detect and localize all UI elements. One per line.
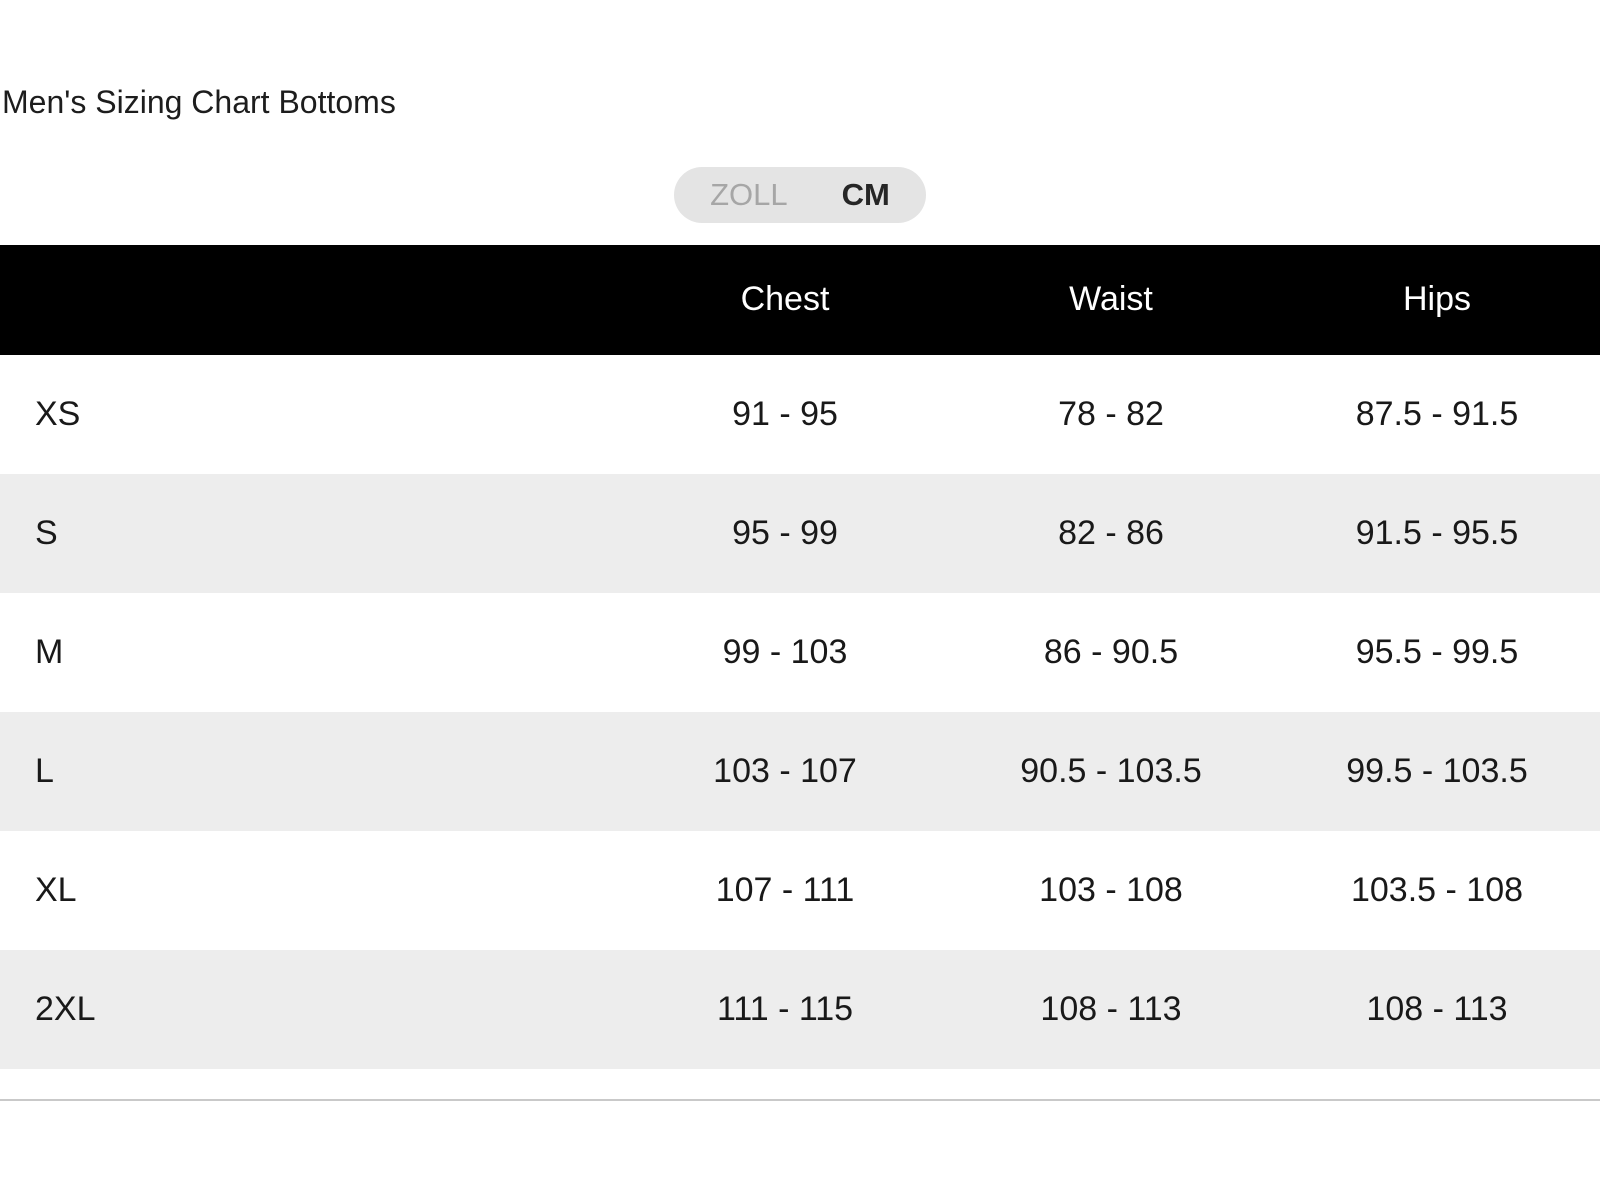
column-header-waist: Waist — [1069, 280, 1153, 319]
size-cell: L — [35, 751, 54, 790]
table-row: 2XL 111 - 115 108 - 113 108 - 113 — [0, 949, 1600, 1069]
unit-toggle[interactable]: ZOLL CM — [674, 166, 926, 223]
column-header-size — [0, 245, 622, 355]
waist-cell: 108 - 113 — [1040, 989, 1182, 1028]
chest-cell: 95 - 99 — [732, 513, 838, 552]
chest-cell: 111 - 115 — [716, 989, 854, 1028]
hips-cell: 95.5 - 99.5 — [1355, 632, 1519, 671]
waist-cell: 82 - 86 — [1058, 513, 1164, 552]
table-header-row: Chest Waist Hips — [0, 244, 1600, 355]
page-title: Men's Sizing Chart Bottoms — [2, 84, 396, 120]
waist-cell: 103 - 108 — [1039, 870, 1183, 909]
unit-toggle-row: ZOLL CM — [0, 166, 1600, 223]
table-row: L 103 - 107 90.5 - 103.5 99.5 - 103.5 — [0, 711, 1600, 831]
hips-cell: 87.5 - 91.5 — [1355, 394, 1519, 433]
column-header-hips: Hips — [1402, 280, 1472, 319]
size-cell: S — [35, 513, 58, 552]
table-row: XS 91 - 95 78 - 82 87.5 - 91.5 — [0, 355, 1600, 474]
waist-cell: 78 - 82 — [1058, 394, 1164, 433]
hips-cell: 99.5 - 103.5 — [1346, 751, 1528, 790]
table-row: S 95 - 99 82 - 86 91.5 - 95.5 — [0, 473, 1600, 593]
size-chart-table: Chest Waist Hips XS 91 - 95 78 - 82 87.5… — [0, 244, 1600, 1069]
size-cell: M — [35, 632, 64, 671]
bottom-divider — [0, 1098, 1600, 1101]
hips-cell: 103.5 - 108 — [1350, 870, 1524, 909]
size-cell: XS — [35, 394, 81, 433]
table-row: XL 107 - 111 103 - 108 103.5 - 108 — [0, 831, 1600, 950]
toggle-option-zoll[interactable]: ZOLL — [710, 177, 788, 213]
waist-cell: 90.5 - 103.5 — [1020, 751, 1202, 790]
waist-cell: 86 - 90.5 — [1043, 632, 1179, 671]
chest-cell: 107 - 111 — [715, 870, 855, 909]
table-row: M 99 - 103 86 - 90.5 95.5 - 99.5 — [0, 593, 1600, 712]
chest-cell: 91 - 95 — [732, 394, 838, 433]
column-header-chest: Chest — [740, 280, 830, 319]
hips-cell: 108 - 113 — [1366, 989, 1508, 1028]
toggle-option-cm[interactable]: CM — [841, 177, 890, 213]
chest-cell: 103 - 107 — [713, 751, 857, 790]
table-body: XS 91 - 95 78 - 82 87.5 - 91.5 S 95 - 99… — [0, 355, 1600, 1069]
size-cell: XL — [35, 870, 77, 909]
chest-cell: 99 - 103 — [722, 632, 848, 671]
hips-cell: 91.5 - 95.5 — [1355, 513, 1519, 552]
size-cell: 2XL — [35, 989, 96, 1028]
